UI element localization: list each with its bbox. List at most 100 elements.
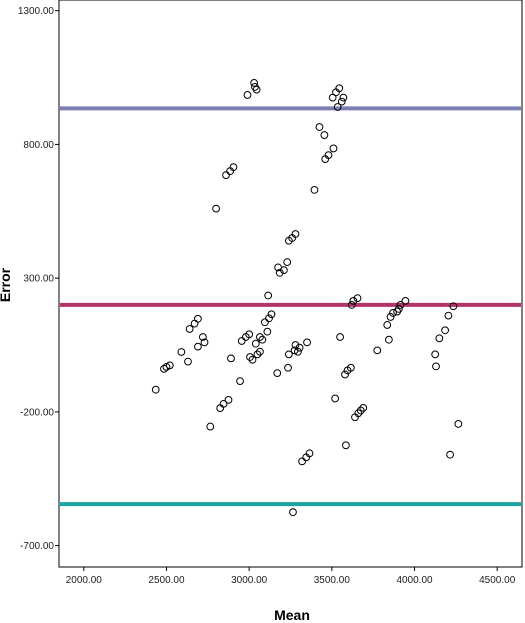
data-point xyxy=(206,422,215,431)
data-point xyxy=(394,305,403,313)
data-point xyxy=(295,343,304,352)
data-point xyxy=(253,350,262,359)
data-point xyxy=(341,441,350,450)
data-point xyxy=(246,353,254,361)
x-tick-label: 2000.00 xyxy=(66,575,103,586)
data-point xyxy=(401,296,410,305)
data-point xyxy=(291,341,300,349)
data-point xyxy=(341,370,349,379)
data-point xyxy=(386,313,395,321)
data-point xyxy=(359,403,368,412)
data-point xyxy=(337,97,346,106)
data-point xyxy=(263,327,272,336)
data-point xyxy=(165,361,174,370)
data-point xyxy=(315,123,324,131)
data-points xyxy=(151,79,463,517)
plot-area xyxy=(58,0,523,568)
data-point xyxy=(256,347,264,356)
data-point xyxy=(303,338,311,347)
data-point xyxy=(346,363,355,372)
data-point xyxy=(349,296,358,305)
data-point xyxy=(200,338,209,347)
data-point xyxy=(294,347,302,356)
x-tick-label: 2500.00 xyxy=(148,575,185,586)
data-point xyxy=(384,335,393,344)
data-point xyxy=(184,357,192,366)
data-point xyxy=(310,185,319,194)
x-tick-label: 4500.00 xyxy=(479,575,516,586)
data-point xyxy=(260,318,269,327)
data-point xyxy=(224,395,233,404)
data-point xyxy=(333,103,342,111)
data-point xyxy=(435,334,444,343)
data-point xyxy=(298,457,306,466)
data-point xyxy=(383,321,392,329)
data-point xyxy=(237,337,246,345)
data-point xyxy=(160,364,168,373)
data-point xyxy=(389,309,397,317)
data-point xyxy=(245,330,254,339)
data-point xyxy=(283,258,292,267)
data-point xyxy=(177,348,186,356)
data-point xyxy=(324,151,333,160)
data-point xyxy=(250,79,259,87)
reference-lines xyxy=(60,106,521,507)
data-point xyxy=(258,335,267,344)
data-point xyxy=(229,163,238,172)
data-point xyxy=(222,171,230,180)
data-point xyxy=(431,350,440,359)
data-point xyxy=(339,93,348,102)
data-point xyxy=(252,85,261,94)
data-point xyxy=(329,144,338,153)
data-point xyxy=(267,310,276,319)
x-tick-label: 3000.00 xyxy=(231,575,268,586)
x-axis-title: Mean xyxy=(274,607,310,623)
data-point xyxy=(236,377,244,386)
data-point xyxy=(275,268,284,277)
axes: -700.00 -200.00 300.00 800.00 1300.00 2000.00… xyxy=(18,6,516,586)
data-point xyxy=(279,266,288,275)
y-tick-label: -700.00 xyxy=(20,541,54,552)
data-point xyxy=(291,230,300,238)
y-tick-label: 1300.00 xyxy=(18,6,55,17)
data-point xyxy=(305,449,314,458)
y-tick-label: 800.00 xyxy=(23,140,54,151)
data-point xyxy=(284,350,293,359)
data-point xyxy=(251,339,260,348)
data-point xyxy=(354,409,363,418)
data-point xyxy=(335,84,344,93)
data-point xyxy=(356,406,365,415)
data-point xyxy=(284,363,292,372)
data-point xyxy=(256,333,264,341)
data-point xyxy=(264,291,273,300)
y-tick-label: -200.00 xyxy=(20,407,54,418)
data-point xyxy=(454,420,463,428)
data-point xyxy=(194,314,202,323)
x-tick-label: 4000.00 xyxy=(396,575,433,586)
data-point xyxy=(248,355,257,364)
plot-frame xyxy=(58,0,523,568)
data-point xyxy=(432,362,440,371)
data-point xyxy=(219,399,228,408)
data-point xyxy=(336,333,345,341)
data-point xyxy=(227,354,235,363)
data-point xyxy=(441,326,450,335)
data-point xyxy=(347,300,356,309)
y-axis-title: Error xyxy=(0,267,13,302)
data-point xyxy=(243,91,252,99)
data-point xyxy=(265,314,273,323)
data-point xyxy=(151,385,160,394)
data-point xyxy=(396,300,405,309)
data-point xyxy=(444,311,453,320)
data-point xyxy=(273,369,282,377)
data-point xyxy=(194,342,202,351)
y-tick-label: 300.00 xyxy=(23,274,54,285)
data-point xyxy=(331,394,340,403)
data-point xyxy=(185,325,194,333)
data-point xyxy=(449,302,458,311)
data-point xyxy=(353,294,362,303)
x-tick-label: 3500.00 xyxy=(314,575,351,586)
data-point xyxy=(212,204,220,213)
data-point xyxy=(289,508,297,517)
